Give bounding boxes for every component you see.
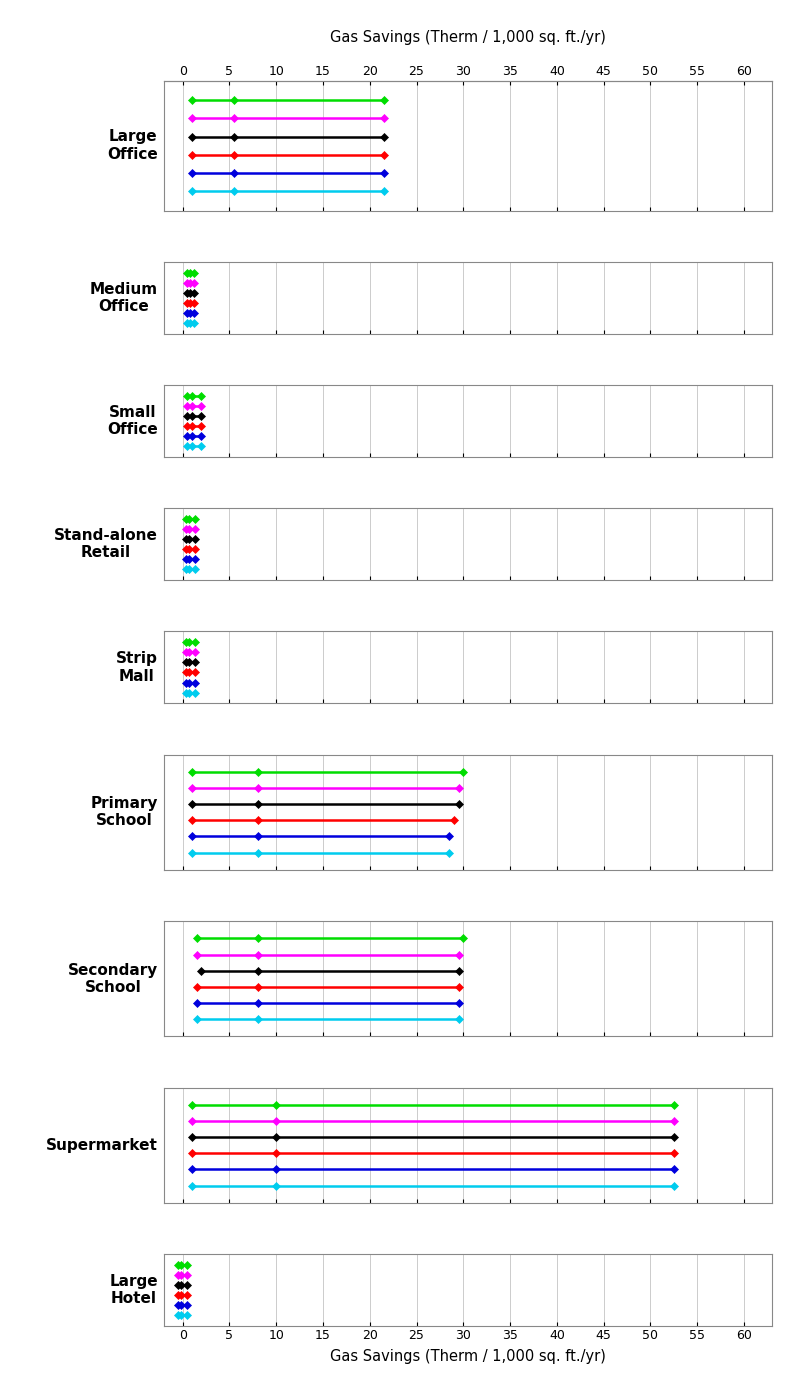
Text: Supermarket: Supermarket	[46, 1138, 158, 1153]
Text: Strip
Mall: Strip Mall	[116, 651, 158, 684]
Text: Stand-alone
Retail: Stand-alone Retail	[54, 528, 158, 560]
X-axis label: Gas Savings (Therm / 1,000 sq. ft./yr): Gas Savings (Therm / 1,000 sq. ft./yr)	[330, 1348, 606, 1364]
Text: Large
Office: Large Office	[107, 130, 158, 162]
Text: Small
Office: Small Office	[107, 405, 158, 437]
Text: Primary
School: Primary School	[90, 795, 158, 829]
Text: Gas Savings (Therm / 1,000 sq. ft./yr): Gas Savings (Therm / 1,000 sq. ft./yr)	[330, 29, 606, 45]
Text: Secondary
School: Secondary School	[68, 963, 158, 995]
Text: Medium
Office: Medium Office	[90, 281, 158, 313]
Text: Large
Hotel: Large Hotel	[110, 1273, 158, 1307]
